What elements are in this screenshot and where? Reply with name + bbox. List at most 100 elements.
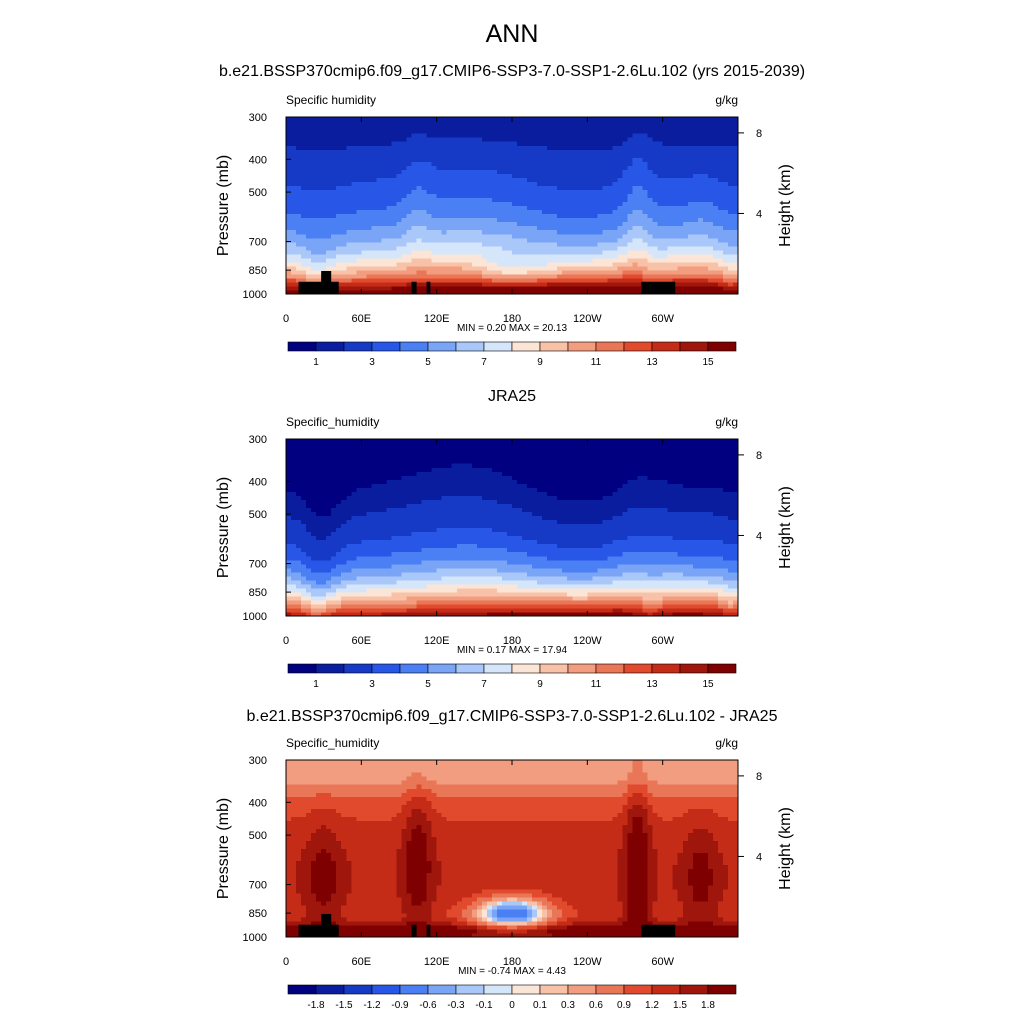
panel-2: 0 60E 120E 180 120W 60W 300 400 500 700 850 1000 8 4 P… <box>215 388 794 690</box>
x-tick-label: 0 <box>283 313 289 325</box>
x-tick-label: 60W <box>651 313 674 325</box>
colorbar-swatch <box>287 341 317 352</box>
colorbar-swatch <box>371 341 401 352</box>
colorbar-swatch <box>427 663 457 674</box>
colorbar-label: -1.8 <box>307 1000 325 1011</box>
colorbar-swatch <box>371 984 401 995</box>
y-tick-label: 850 <box>249 265 267 277</box>
y-tick-label: 700 <box>249 237 267 249</box>
y-right-tick-label: 4 <box>756 530 762 542</box>
colorbar-label: -0.6 <box>419 1000 437 1011</box>
colorbar-swatch <box>651 984 681 995</box>
colorbar-label: 15 <box>702 357 714 368</box>
y-right-axis-label: Height (km) <box>777 486 794 569</box>
colorbar-swatch <box>511 984 541 995</box>
colorbar-swatch <box>399 984 429 995</box>
colorbar-swatch <box>399 341 429 352</box>
colorbar-swatch <box>287 663 317 674</box>
colorbar-swatch <box>315 663 345 674</box>
x-tick-label: 60W <box>651 635 674 647</box>
x-tick-label: 120W <box>573 956 602 968</box>
colorbar-label: -1.2 <box>363 1000 381 1011</box>
colorbar-swatch <box>427 341 457 352</box>
panel-title: JRA25 <box>488 388 536 405</box>
y-right-tick-label: 8 <box>756 771 762 783</box>
colorbar-label: 3 <box>369 357 375 368</box>
colorbar-label: 1 <box>313 357 319 368</box>
colorbar-swatch <box>707 984 737 995</box>
colorbar-swatch <box>595 341 625 352</box>
x-tick-label: 120E <box>424 313 450 325</box>
y-tick-label: 850 <box>249 587 267 599</box>
x-tick-label: 120E <box>424 956 450 968</box>
y-axis-label: Pressure (mb) <box>215 477 232 578</box>
colorbar-swatch <box>539 341 569 352</box>
colorbar-swatch <box>315 984 345 995</box>
x-tick-label: 180 <box>503 635 521 647</box>
topography-mask <box>298 270 676 294</box>
x-tick-label: 0 <box>283 635 289 647</box>
y-right-axis-label: Height (km) <box>777 164 794 247</box>
topography-block <box>298 281 339 294</box>
colorbar-label: 3 <box>369 679 375 690</box>
topography-block <box>641 281 676 294</box>
y-axis-label: Pressure (mb) <box>215 798 232 899</box>
y-right-tick-label: 8 <box>756 128 762 140</box>
colorbar-label: -0.9 <box>391 1000 409 1011</box>
y-tick-label: 1000 <box>243 611 267 623</box>
colorbar-label: -0.1 <box>475 1000 493 1011</box>
y-tick-label: 850 <box>249 908 267 920</box>
min-max-stats: MIN = -0.74 MAX = 4.43 <box>458 966 566 977</box>
topography-block <box>411 924 417 937</box>
variable-label: Specific_humidity <box>286 736 379 750</box>
colorbar-swatch <box>455 341 485 352</box>
y-tick-label: 500 <box>249 509 267 521</box>
panel-1: 0 60E 120E 180 120W 60W 300 400 500 700 850 1000 8 4 P… <box>215 93 794 368</box>
colorbar-swatch <box>539 663 569 674</box>
colorbar-swatch <box>483 984 513 995</box>
colorbar-swatch <box>371 663 401 674</box>
contour-field <box>286 439 739 617</box>
variable-label: Specific humidity <box>286 93 376 107</box>
colorbar-swatch <box>315 341 345 352</box>
colorbar-label: 5 <box>425 357 431 368</box>
colorbar-swatch <box>343 984 373 995</box>
x-tick-label: 120W <box>573 635 602 647</box>
colorbar-swatch <box>651 341 681 352</box>
colorbar-label: 0 <box>509 1000 515 1011</box>
panel-title: b.e21.BSSP370cmip6.f09_g17.CMIP6-SSP3-7.… <box>247 708 778 725</box>
y-tick-label: 1000 <box>243 289 267 301</box>
colorbar-label: 1.5 <box>673 1000 687 1011</box>
units-label: g/kg <box>715 415 738 429</box>
topography-block <box>298 924 339 937</box>
colorbar-label: 0.3 <box>561 1000 575 1011</box>
topography-mask <box>298 913 676 937</box>
colorbar-label: 1 <box>313 679 319 690</box>
y-tick-label: 400 <box>249 476 267 488</box>
colorbar-label: 11 <box>591 357 602 368</box>
x-tick-label: 60W <box>651 956 674 968</box>
colorbar: 1 3 5 7 9 11 13 15 <box>287 341 737 368</box>
x-tick-label: 180 <box>503 313 521 325</box>
colorbar-swatch <box>567 341 597 352</box>
colorbar-label: 7 <box>481 679 487 690</box>
y-tick-label: 300 <box>249 434 267 446</box>
colorbar-swatch <box>483 341 513 352</box>
units-label: g/kg <box>715 93 738 107</box>
colorbar-swatch <box>455 984 485 995</box>
colorbar-label: -1.5 <box>335 1000 353 1011</box>
topography-block <box>426 924 431 937</box>
colorbar-swatch <box>483 663 513 674</box>
colorbar-swatch <box>623 984 653 995</box>
y-tick-label: 400 <box>249 154 267 166</box>
colorbar-swatch <box>539 984 569 995</box>
colorbar-swatch <box>343 341 373 352</box>
colorbar-swatch <box>567 984 597 995</box>
y-tick-label: 500 <box>249 187 267 199</box>
contour-field <box>286 117 739 295</box>
figure-title: ANN <box>485 20 539 48</box>
y-axis-label: Pressure (mb) <box>215 155 232 256</box>
y-tick-label: 700 <box>249 880 267 892</box>
panel-3: 0 60E 120E 180 120W 60W 300 400 500 700 850 1000 8 4 P… <box>215 708 794 1011</box>
